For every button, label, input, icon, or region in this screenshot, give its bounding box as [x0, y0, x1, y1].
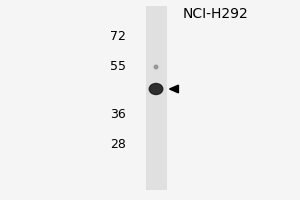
- Text: 55: 55: [110, 60, 126, 72]
- Ellipse shape: [149, 83, 163, 94]
- Bar: [146, 6, 167, 190]
- Text: 36: 36: [110, 108, 126, 120]
- Text: NCI-H292: NCI-H292: [183, 7, 249, 21]
- Polygon shape: [169, 85, 178, 93]
- Ellipse shape: [154, 65, 158, 69]
- Text: 72: 72: [110, 29, 126, 43]
- Text: 28: 28: [110, 138, 126, 150]
